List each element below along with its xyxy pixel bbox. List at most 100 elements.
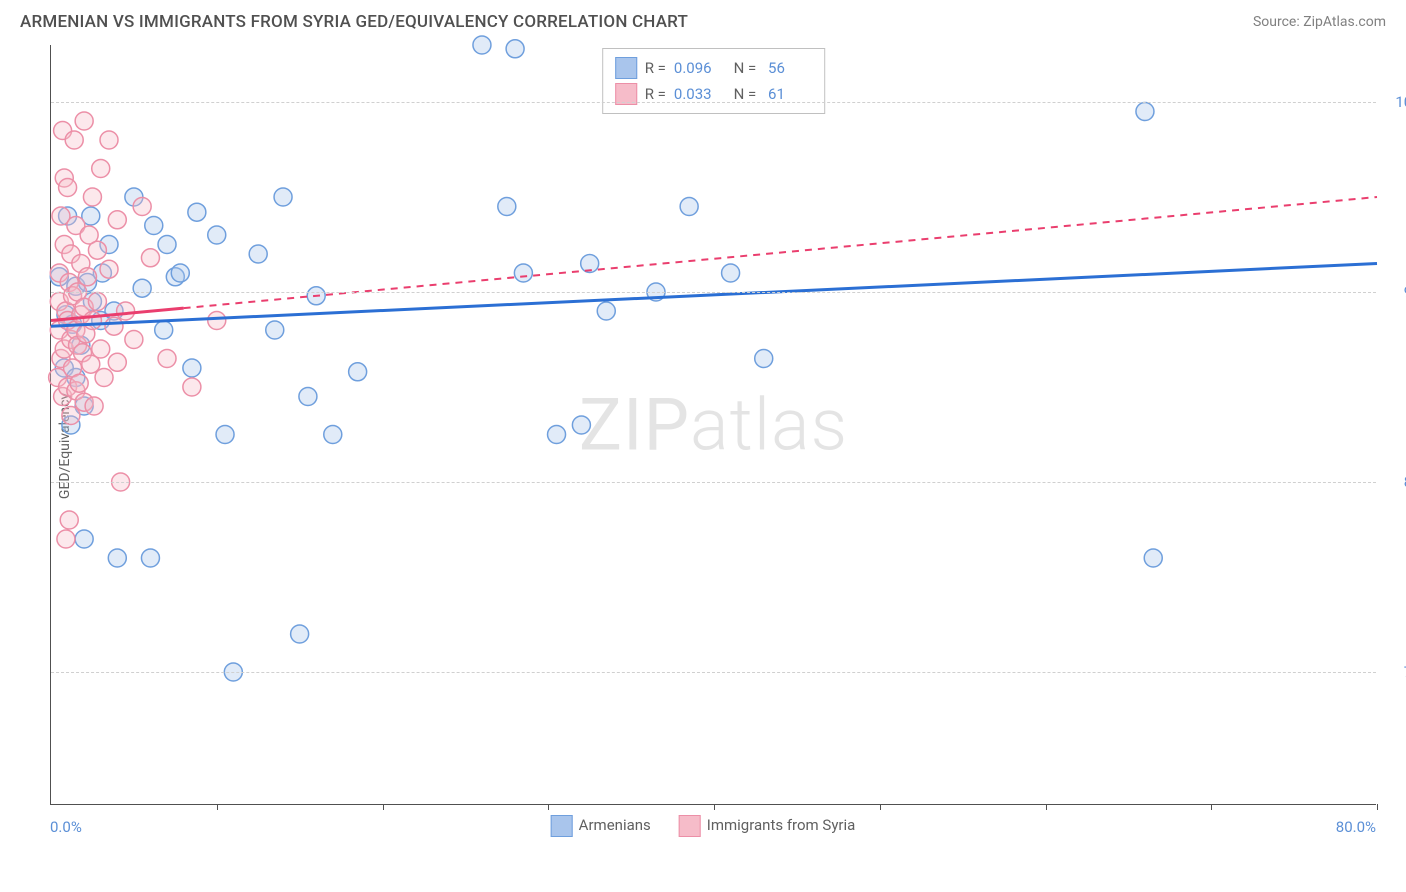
plot-area: ZIPatlas R =0.096 N = 56R =0.033 N = 61 … [50,45,1376,805]
x-tick [217,804,218,810]
x-tick [383,804,384,810]
data-point-armenians [473,36,491,54]
y-tick-label: 100.0% [1395,93,1406,111]
data-point-syria [62,407,80,425]
data-point-armenians [506,40,524,58]
data-point-syria [65,131,83,149]
data-point-syria [92,340,110,358]
legend-item-syria: Immigrants from Syria [679,815,856,837]
x-tick [714,804,715,810]
data-point-syria [78,268,96,286]
legend-r-label: R = [645,85,666,103]
data-point-armenians [680,198,698,216]
data-point-syria [158,350,176,368]
data-point-syria [92,160,110,178]
data-point-syria [100,131,118,149]
legend-n-label: N = [730,59,756,77]
data-point-syria [59,179,77,197]
data-point-syria [105,317,123,335]
data-point-armenians [266,321,284,339]
data-point-armenians [1144,549,1162,567]
data-point-syria [83,188,101,206]
data-point-armenians [133,279,151,297]
data-point-syria [70,374,88,392]
chart-container: ARMENIAN VS IMMIGRANTS FROM SYRIA GED/EQ… [0,0,1406,892]
data-point-armenians [722,264,740,282]
legend-label: Armenians [579,816,651,834]
gridline [51,292,1376,293]
data-point-armenians [755,350,773,368]
legend-correlation-row-syria: R = 0.033 N = 61 [615,81,813,107]
data-point-armenians [291,625,309,643]
header: ARMENIAN VS IMMIGRANTS FROM SYRIA GED/EQ… [0,0,1406,40]
legend-item-armenians: Armenians [551,815,651,837]
data-point-armenians [158,236,176,254]
data-point-armenians [208,226,226,244]
data-point-armenians [108,549,126,567]
gridline [51,482,1376,483]
legend-n-value: 56 [764,59,812,77]
x-tick [1211,804,1212,810]
data-point-syria [133,198,151,216]
data-point-armenians [498,198,516,216]
data-point-syria [100,260,118,278]
data-point-syria [57,530,75,548]
data-point-armenians [75,530,93,548]
data-point-syria [117,302,135,320]
data-point-armenians [324,426,342,444]
data-point-syria [208,312,226,330]
legend-correlation: R = 0.096 N = 56 R = 0.033 N = 61 [602,48,826,114]
data-point-syria [108,211,126,229]
legend-r-value: 0.033 [674,85,722,103]
data-point-syria [85,397,103,415]
data-point-syria [83,312,101,330]
chart-title: ARMENIAN VS IMMIGRANTS FROM SYRIA GED/EQ… [20,12,688,32]
data-point-armenians [349,363,367,381]
x-tick [548,804,549,810]
data-point-syria [108,353,126,371]
data-point-syria [88,241,106,259]
data-point-armenians [145,217,163,235]
trend-line-armenians [51,264,1377,327]
gridline [51,672,1376,673]
legend-n-label: N = [730,85,756,103]
data-point-syria [88,293,106,311]
legend-swatch [679,815,701,837]
legend-label: Immigrants from Syria [707,816,856,834]
data-point-syria [60,511,78,529]
data-point-syria [183,378,201,396]
gridline [51,102,1376,103]
data-point-armenians [141,549,159,567]
data-point-syria [95,369,113,387]
data-point-armenians [1136,103,1154,121]
data-point-syria [125,331,143,349]
data-point-syria [141,249,159,267]
data-point-armenians [299,388,317,406]
source-attribution: Source: ZipAtlas.com [1253,14,1386,30]
legend-correlation-row-armenians: R = 0.096 N = 56 [615,55,813,81]
legend-swatch [551,815,573,837]
data-point-armenians [183,359,201,377]
data-point-armenians [171,264,189,282]
x-tick [1377,804,1378,810]
data-point-armenians [249,245,267,263]
legend-swatch [615,57,637,79]
data-point-armenians [188,203,206,221]
legend-r-label: R = [645,59,666,77]
legend-series: Armenians Immigrants from Syria [551,815,856,837]
legend-n-value: 61 [764,85,812,103]
data-point-armenians [155,321,173,339]
data-point-armenians [548,426,566,444]
data-point-armenians [572,416,590,434]
data-point-armenians [597,302,615,320]
x-axis-min-label: 0.0% [50,818,82,836]
x-axis-max-label: 80.0% [1336,818,1376,836]
data-point-armenians [274,188,292,206]
x-tick [880,804,881,810]
legend-r-value: 0.096 [674,59,722,77]
data-point-armenians [216,426,234,444]
data-point-syria [75,112,93,130]
x-tick [1046,804,1047,810]
scatter-svg [51,45,1377,805]
data-point-armenians [514,264,532,282]
